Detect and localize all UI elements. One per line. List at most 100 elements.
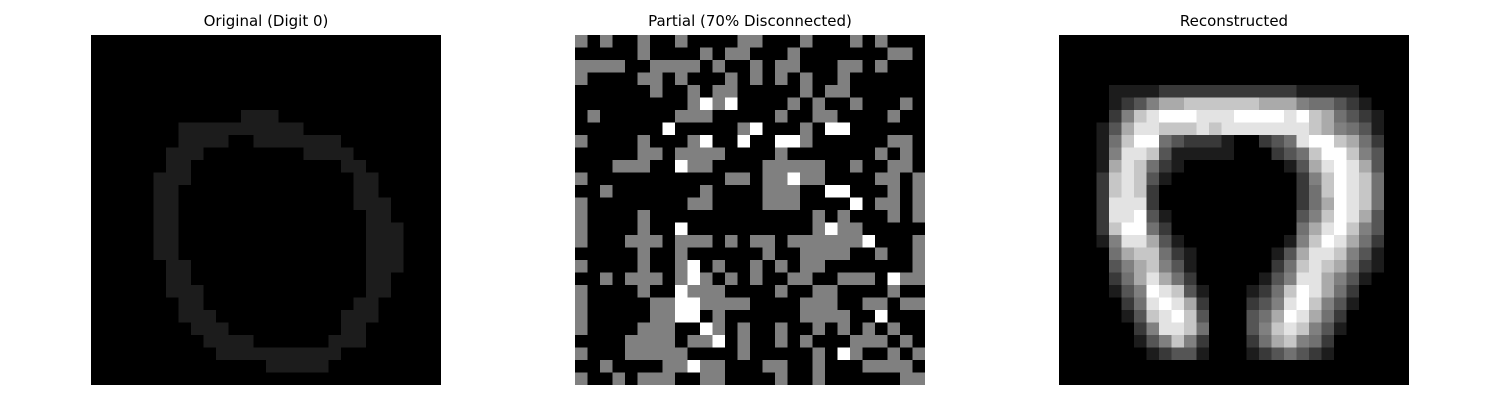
heatmap-cell [1321,210,1334,223]
heatmap-cell [725,72,738,85]
heatmap-cell [328,135,341,148]
heatmap-cell [687,147,700,160]
heatmap-cell [178,297,191,310]
heatmap-cell [637,210,650,223]
heatmap-cell [1359,97,1372,110]
heatmap-cell [191,122,204,135]
heatmap-cell [1184,335,1197,348]
heatmap-cell [253,122,266,135]
heatmap-cell [825,110,838,123]
heatmap-cell [625,272,638,285]
heatmap-cell [687,235,700,248]
heatmap-cell [700,135,713,148]
heatmap-cell [1221,110,1234,123]
heatmap-cell [1271,297,1284,310]
heatmap-cell [1321,247,1334,260]
heatmap-cell [1309,285,1322,298]
heatmap-cell [366,272,379,285]
heatmap-cell [1296,122,1309,135]
heatmap-cell [687,160,700,173]
heatmap-cell [153,222,166,235]
heatmap-cell [812,360,825,373]
heatmap-cell [166,185,179,198]
heatmap-cell [378,235,391,248]
heatmap-cell [1109,110,1122,123]
heatmap-cell [203,135,216,148]
heatmap-cell [1284,85,1297,98]
heatmap-cell [700,160,713,173]
heatmap-cell [1184,347,1197,360]
heatmap-cell [637,47,650,60]
heatmap-cell [378,247,391,260]
heatmap-cell [366,210,379,223]
heatmap-cell [1284,235,1297,248]
heatmap-cell [316,360,329,373]
heatmap-cell [825,85,838,98]
heatmap-cell [650,272,663,285]
heatmap-cell [178,172,191,185]
heatmap-cell [1109,272,1122,285]
heatmap-cell [1271,260,1284,273]
heatmap-cell [650,147,663,160]
heatmap-cell [700,372,713,385]
heatmap-cell [650,347,663,360]
heatmap-cell [353,160,366,173]
heatmap-cell [1221,85,1234,98]
heatmap-cell [266,122,279,135]
heatmap-cell [1171,297,1184,310]
heatmap-cell [1284,297,1297,310]
heatmap-cell [587,60,600,73]
heatmap-cell [687,272,700,285]
heatmap-cell [812,285,825,298]
heatmap-cell [800,122,813,135]
heatmap-cell [612,160,625,173]
heatmap-cell [837,72,850,85]
heatmap-cell [366,285,379,298]
heatmap-cell [266,347,279,360]
heatmap-cell [278,360,291,373]
heatmap-cell [241,122,254,135]
heatmap-cell [887,185,900,198]
heatmap-cell [1296,285,1309,298]
heatmap-cell [1346,160,1359,173]
heatmap-cell [850,35,863,48]
heatmap-cell [1346,247,1359,260]
heatmap-cell [912,235,925,248]
heatmap-cell [737,47,750,60]
heatmap-cell [1259,347,1272,360]
heatmap-cell [1321,260,1334,273]
heatmap-cell [1109,135,1122,148]
heatmap-cell [1346,222,1359,235]
heatmap-cell [1334,147,1347,160]
heatmap-cell [1296,135,1309,148]
heatmap-cell [378,197,391,210]
heatmap-cell [1134,135,1147,148]
heatmap-cell [1171,335,1184,348]
heatmap-cell [166,235,179,248]
heatmap-cell [1334,247,1347,260]
heatmap-cell [1309,147,1322,160]
heatmap-cell [737,172,750,185]
heatmap-cell [1296,310,1309,323]
heatmap-cell [1271,85,1284,98]
heatmap-cell [825,247,838,260]
heatmap-cell [1096,122,1109,135]
heatmap-cell [1309,197,1322,210]
heatmap-cell [316,147,329,160]
heatmap-cell [575,372,588,385]
heatmap-cell [625,347,638,360]
heatmap-cell [887,347,900,360]
heatmap-cell [662,347,675,360]
heatmap-cell [912,247,925,260]
heatmap-cell [1171,272,1184,285]
heatmap-cell [1296,297,1309,310]
heatmap-cell [637,347,650,360]
heatmap-cell [612,372,625,385]
heatmap-cell [266,110,279,123]
heatmap-cell [1134,172,1147,185]
heatmap-cell [1346,272,1359,285]
heatmap-cell [1196,347,1209,360]
heatmap-cell [1159,160,1172,173]
heatmap-cell [1284,122,1297,135]
heatmap-cell [1334,235,1347,248]
